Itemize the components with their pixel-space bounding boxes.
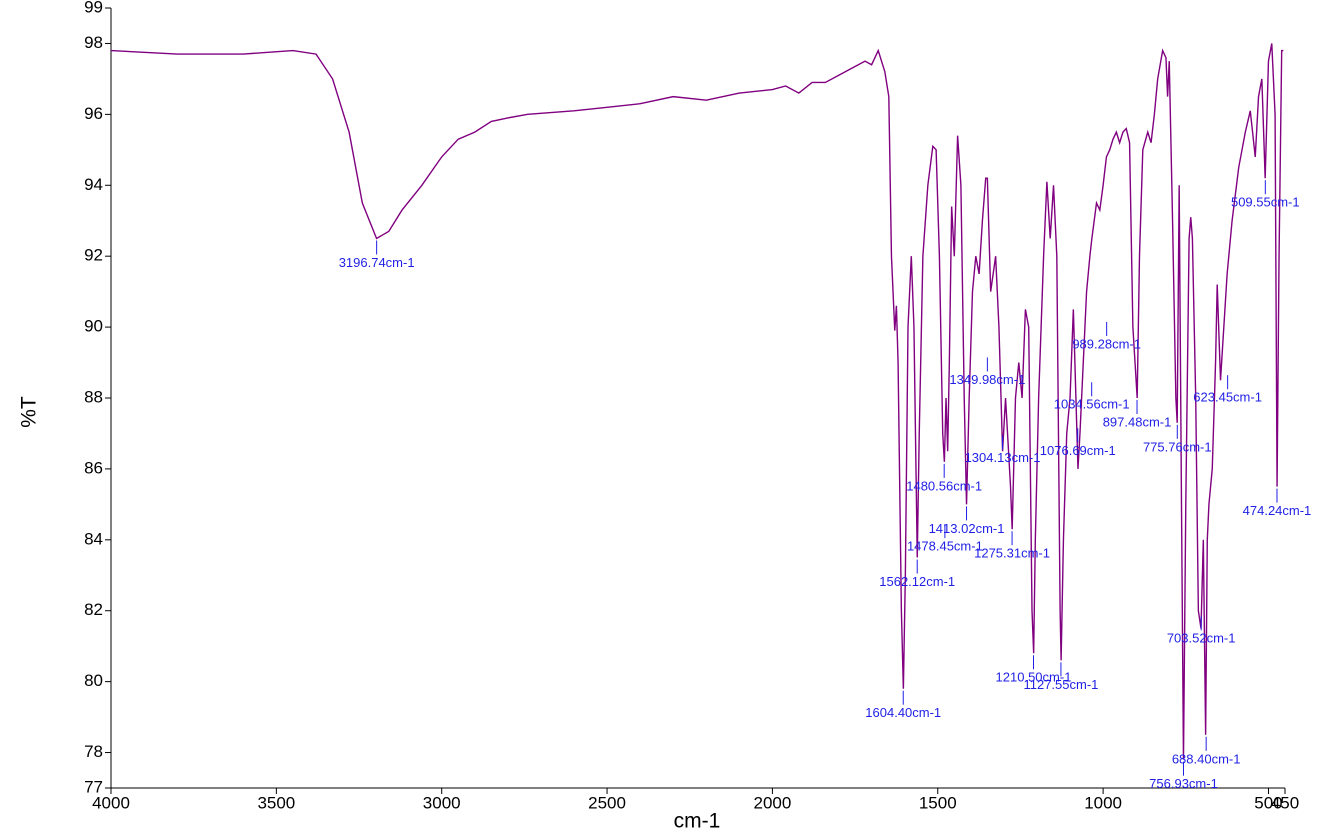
annotation-label: 1413.02cm-1: [929, 521, 1005, 536]
x-tick-label: 2000: [753, 793, 791, 812]
x-tick-label: 2500: [588, 793, 626, 812]
y-tick-label: 84: [84, 529, 103, 548]
y-tick-label: 98: [84, 33, 103, 52]
annotation-label: 474.24cm-1: [1243, 503, 1312, 518]
annotation-label: 1480.56cm-1: [906, 478, 982, 493]
annotation-label: 688.40cm-1: [1172, 751, 1241, 766]
annotation-label: 775.76cm-1: [1143, 439, 1212, 454]
y-tick-label: 88: [84, 387, 103, 406]
x-tick-label: 450: [1271, 793, 1299, 812]
x-tick-label: 3500: [257, 793, 295, 812]
annotation-label: 1604.40cm-1: [865, 705, 941, 720]
y-tick-label: 82: [84, 600, 103, 619]
annotation-label: 1349.98cm-1: [949, 372, 1025, 387]
annotation-label: 1127.55cm-1: [1023, 677, 1098, 692]
annotation-label: 756.93cm-1: [1149, 776, 1218, 791]
annotation-label: 1562.12cm-1: [879, 574, 955, 589]
annotation-label: 1034.56cm-1: [1054, 397, 1130, 412]
y-tick-label: 92: [84, 246, 103, 265]
annotation-label: 509.55cm-1: [1231, 195, 1300, 210]
annotation-label: 989.28cm-1: [1072, 336, 1141, 351]
y-tick-label: 99: [84, 0, 103, 16]
y-tick-label: 94: [84, 175, 103, 194]
x-axis-title: cm-1: [674, 810, 721, 833]
annotation-label: 703.52cm-1: [1167, 631, 1236, 646]
annotation-label: 1478.45cm-1: [907, 539, 983, 554]
annotation-label: 623.45cm-1: [1193, 390, 1262, 405]
annotation-label: 3196.74cm-1: [339, 255, 415, 270]
y-tick-label: 77: [84, 777, 103, 796]
x-tick-label: 3000: [423, 793, 461, 812]
y-axis-title: %T: [18, 396, 41, 428]
annotation-label: 1076.69cm-1: [1040, 443, 1116, 458]
spectrum-line: [110, 43, 1284, 760]
annotation-label: 1210.50cm-1: [996, 670, 1072, 685]
x-tick-label: 500: [1254, 793, 1282, 812]
annotation-label: 1275.31cm-1: [974, 546, 1050, 561]
annotation-label: 897.48cm-1: [1103, 414, 1172, 429]
annotation-label: 1304.13cm-1: [965, 450, 1041, 465]
x-tick-label: 1000: [1084, 793, 1122, 812]
y-tick-label: 80: [84, 671, 103, 690]
y-tick-label: 86: [84, 458, 103, 477]
x-tick-label: 1500: [919, 793, 957, 812]
y-tick-label: 90: [84, 317, 103, 336]
x-tick-label: 4000: [92, 793, 130, 812]
y-tick-label: 96: [84, 104, 103, 123]
y-tick-label: 78: [84, 742, 103, 761]
